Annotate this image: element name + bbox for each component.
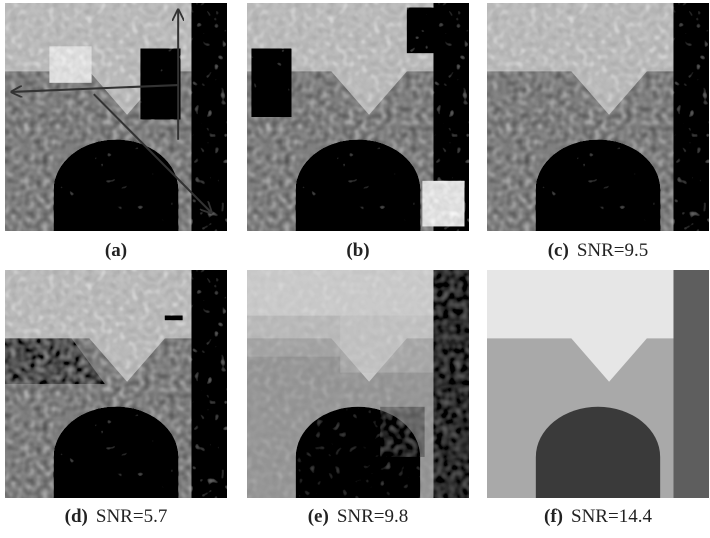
noisy-scene	[487, 3, 709, 231]
figure: (a) (b) (c) SNR=9.5 (d) SNR=5.7 (e) SNR=9.8 (f) S…	[0, 0, 710, 538]
panel-image	[247, 3, 469, 231]
noisy-scene	[5, 270, 227, 498]
shape	[247, 316, 340, 357]
shape	[251, 49, 291, 117]
panel-image	[487, 3, 709, 231]
panel-image	[5, 270, 227, 498]
shape	[487, 3, 709, 231]
panel-image	[247, 270, 469, 498]
caption-text: SNR=14.4	[571, 506, 652, 527]
shape	[165, 316, 183, 321]
shape	[422, 181, 464, 227]
shape	[673, 270, 709, 498]
panel-caption: (a)	[105, 240, 127, 261]
panel-tag: (e)	[308, 506, 329, 527]
page: (a) (b) (c) SNR=9.5 (d) SNR=5.7 (e) SNR=9.8 (f) S…	[0, 0, 710, 538]
image	[5, 3, 227, 231]
image	[5, 270, 227, 498]
panel-caption: (d) SNR=5.7	[65, 506, 168, 527]
image	[487, 3, 709, 231]
panel-tag: (c)	[548, 240, 569, 261]
panel-tag: (f)	[544, 506, 563, 527]
panel-caption: (c) SNR=9.5	[548, 240, 649, 261]
noisy-scene	[247, 3, 469, 231]
shape	[380, 407, 424, 457]
panel-caption: (f) SNR=14.4	[544, 506, 652, 527]
image	[247, 270, 469, 498]
caption-text: SNR=5.7	[96, 506, 167, 527]
shape	[140, 49, 180, 120]
caption-text: SNR=9.8	[337, 506, 408, 527]
shape	[247, 270, 469, 498]
caption-text: SNR=9.5	[577, 240, 648, 261]
panel-tag: (d)	[65, 506, 88, 527]
panel-caption: (e) SNR=9.8	[308, 506, 409, 527]
blocky-scene	[247, 270, 469, 498]
shape	[49, 46, 91, 82]
shape	[340, 316, 433, 373]
panel-caption: (b)	[346, 240, 369, 261]
panel-image	[487, 270, 709, 498]
panel-tag: (a)	[105, 240, 127, 261]
panel-image	[5, 3, 227, 231]
image	[247, 3, 469, 231]
clean-scene	[487, 270, 709, 498]
shape	[407, 8, 438, 54]
image	[487, 270, 709, 498]
panel-tag: (b)	[346, 240, 369, 261]
